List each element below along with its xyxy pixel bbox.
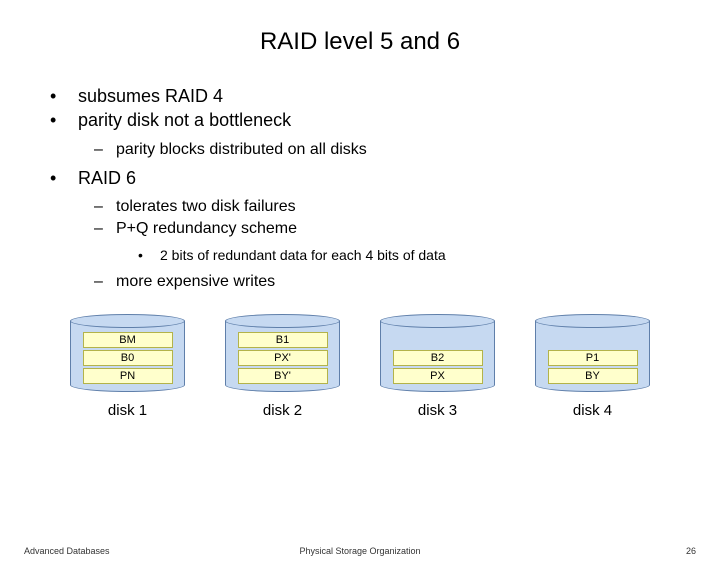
bullet-2-text: parity disk not a bottleneck bbox=[78, 110, 291, 130]
bullet-3-1: tolerates two disk failures bbox=[94, 196, 690, 218]
bullet-3: RAID 6 tolerates two disk failures P+Q r… bbox=[50, 166, 690, 292]
disk-block: B1 bbox=[238, 332, 328, 348]
disk-block: PN bbox=[83, 368, 173, 384]
bullet-3-3: more expensive writes bbox=[94, 271, 690, 293]
disk-block: BY' bbox=[238, 368, 328, 384]
disk-block: B0 bbox=[83, 350, 173, 366]
disk-column-3: B2 PX disk 3 bbox=[373, 314, 503, 419]
slide-title: RAID level 5 and 6 bbox=[0, 28, 720, 56]
bullet-3-3-text: more expensive writes bbox=[116, 273, 275, 290]
disk-cylinder: BM B0 PN bbox=[70, 314, 185, 392]
slide-content: subsumes RAID 4 parity disk not a bottle… bbox=[0, 84, 720, 292]
raid-diagram: BM B0 PN disk 1 B1 PX' BY' disk 2 B2 bbox=[0, 314, 720, 419]
bullet-3-2: P+Q redundancy scheme 2 bits of redundan… bbox=[94, 218, 690, 264]
bullet-3-2-1: 2 bits of redundant data for each 4 bits… bbox=[138, 246, 690, 265]
bullet-2-1: parity blocks distributed on all disks bbox=[94, 139, 690, 161]
disk-column-1: BM B0 PN disk 1 bbox=[63, 314, 193, 419]
disk-block: PX' bbox=[238, 350, 328, 366]
disk-block: PX bbox=[393, 368, 483, 384]
disk-label: disk 3 bbox=[418, 402, 457, 419]
footer-right: 26 bbox=[686, 546, 696, 556]
disk-block: BY bbox=[548, 368, 638, 384]
bullet-2: parity disk not a bottleneck parity bloc… bbox=[50, 108, 690, 160]
disk-block: B2 bbox=[393, 350, 483, 366]
disk-cylinder: B2 PX bbox=[380, 314, 495, 392]
disk-label: disk 1 bbox=[108, 402, 147, 419]
disk-block: BM bbox=[83, 332, 173, 348]
bullet-3-text: RAID 6 bbox=[78, 168, 136, 188]
bullet-1: subsumes RAID 4 bbox=[50, 84, 690, 108]
slide-footer: Advanced Databases Physical Storage Orga… bbox=[0, 546, 720, 556]
disk-cylinder: B1 PX' BY' bbox=[225, 314, 340, 392]
disk-cylinder: P1 BY bbox=[535, 314, 650, 392]
bullet-3-2-1-text: 2 bits of redundant data for each 4 bits… bbox=[160, 247, 446, 263]
disk-block: P1 bbox=[548, 350, 638, 366]
bullet-1-text: subsumes RAID 4 bbox=[78, 86, 223, 106]
footer-center: Physical Storage Organization bbox=[299, 546, 420, 556]
disk-label: disk 2 bbox=[263, 402, 302, 419]
disk-column-2: B1 PX' BY' disk 2 bbox=[218, 314, 348, 419]
disk-column-4: P1 BY disk 4 bbox=[528, 314, 658, 419]
bullet-2-1-text: parity blocks distributed on all disks bbox=[116, 141, 367, 158]
disk-label: disk 4 bbox=[573, 402, 612, 419]
bullet-3-2-text: P+Q redundancy scheme bbox=[116, 220, 297, 237]
footer-left: Advanced Databases bbox=[24, 546, 110, 556]
bullet-3-1-text: tolerates two disk failures bbox=[116, 198, 296, 215]
